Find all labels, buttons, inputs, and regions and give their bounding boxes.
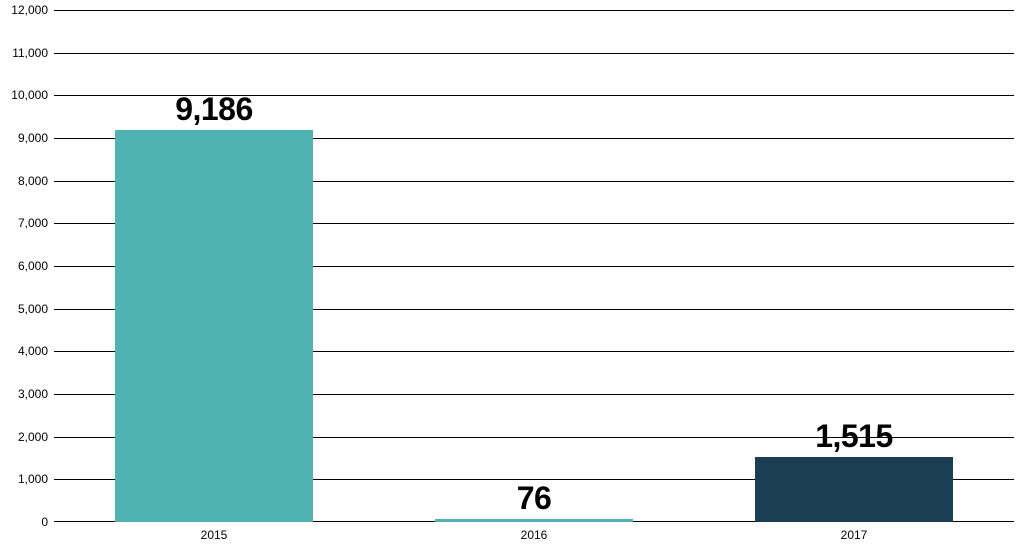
x-tick-label: 2016 [521,522,548,542]
bar-value-label: 1,515 [815,418,893,455]
y-tick-label: 12,000 [11,3,54,17]
bar-2017: 1,515 [755,457,953,522]
grid-line [54,53,1014,54]
chart-container: 0 1,000 2,000 3,000 4,000 5,000 6,000 7,000 8,00… [0,0,1024,549]
plot-area: 01,0002,0003,0004,0005,0006,0007,0008,00… [54,10,1014,522]
bar-2015: 9,186 [115,130,313,522]
y-tick-label: 6,000 [18,259,54,273]
y-tick-label: 11,000 [12,46,54,60]
y-tick-label: 10,000 [11,88,54,102]
y-tick-label: 0 [41,515,54,529]
y-tick-label: 5,000 [18,302,54,316]
y-tick-label: 4,000 [18,344,54,358]
y-tick-label: 9,000 [18,131,54,145]
grid-line [54,10,1014,11]
x-tick-label: 2017 [841,522,868,542]
x-tick-label: 2015 [201,522,228,542]
y-tick-label: 7,000 [18,216,54,230]
bar-value-label: 76 [517,480,552,517]
y-tick-label: 8,000 [18,174,54,188]
y-tick-label: 1,000 [18,472,54,486]
y-tick-label: 3,000 [18,387,54,401]
bar-value-label: 9,186 [175,91,253,128]
y-tick-label: 2,000 [18,430,54,444]
